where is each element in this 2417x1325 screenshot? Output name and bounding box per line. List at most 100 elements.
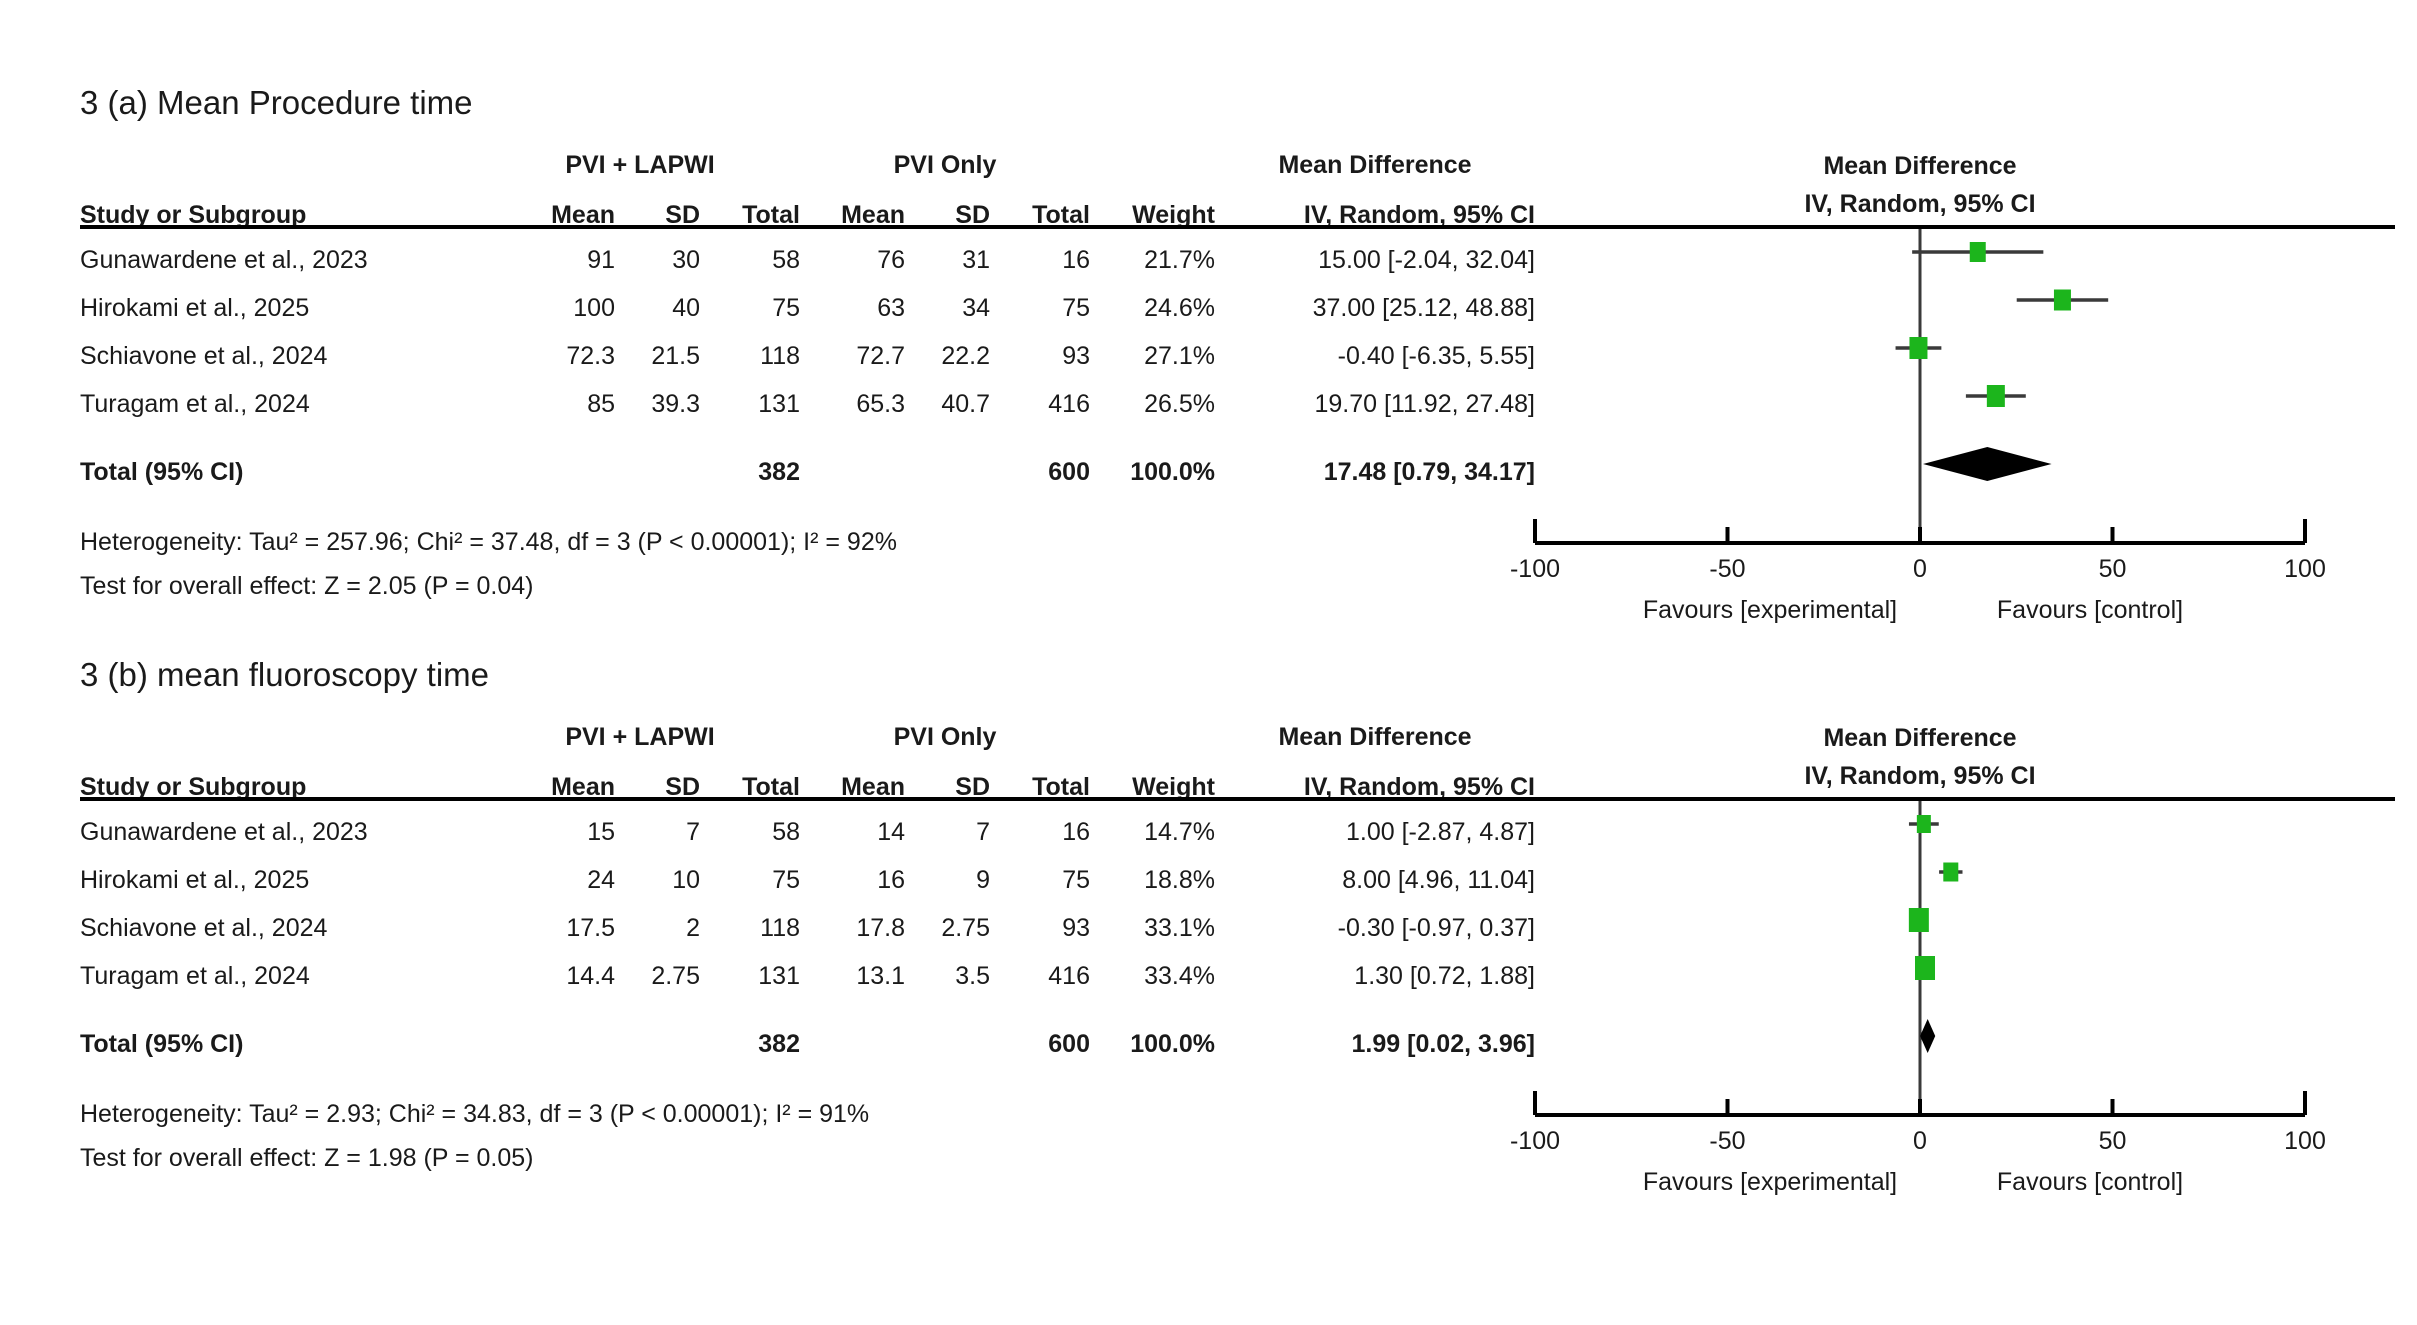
mean-c: 65.3	[856, 389, 905, 418]
spacer-cell	[80, 146, 480, 184]
col-weight: Weight	[1132, 201, 1215, 229]
tick-label: -100	[1510, 1127, 1560, 1155]
study-name: Gunawardene et al., 2023	[80, 817, 368, 846]
group-header-row: PVI + LAPWI PVI Only Mean Difference	[80, 146, 1535, 184]
col-total-e: Total	[742, 773, 800, 801]
col-sd-c: SD	[955, 201, 990, 229]
col-mean-e: Mean	[551, 773, 615, 801]
sd-c: 3.5	[955, 961, 990, 990]
col-sd-e: SD	[665, 773, 700, 801]
spacer-cell	[80, 718, 480, 756]
study-row: Schiavone et al., 2024 17.5 2 118 17.8 2…	[80, 904, 1535, 952]
col-total-c: Total	[1032, 773, 1090, 801]
mean-c: 17.8	[856, 913, 905, 942]
tick-label: 0	[1913, 555, 1927, 583]
effect-header: Mean Difference	[1278, 150, 1472, 179]
weight: 24.6%	[1144, 293, 1215, 322]
total-row: Total (95% CI) 382 600 100.0% 1.99 [0.02…	[80, 1022, 1535, 1066]
study-marker	[1909, 337, 1928, 359]
sd-c: 2.75	[941, 913, 990, 942]
total-c: 16	[1062, 817, 1090, 846]
study-name: Turagam et al., 2024	[80, 961, 310, 990]
favours-left-label: Favours [experimental]	[1643, 1168, 1897, 1196]
total-weight: 100.0%	[1130, 457, 1215, 486]
total-c: 416	[1048, 389, 1090, 418]
total-e: 131	[758, 389, 800, 418]
md-ci-text: 8.00 [4.96, 11.04]	[1342, 865, 1535, 894]
mean-c: 76	[877, 245, 905, 274]
spacer-cell	[1090, 718, 1215, 756]
group1-header: PVI + LAPWI	[565, 722, 715, 751]
md-ci-text: -0.30 [-0.97, 0.37]	[1337, 913, 1535, 942]
col-total-c: Total	[1032, 201, 1090, 229]
group-header-row: PVI + LAPWI PVI Only Mean Difference	[80, 718, 1535, 756]
group2-header: PVI Only	[893, 150, 997, 179]
study-name: Schiavone et al., 2024	[80, 341, 328, 370]
mean-e: 91	[587, 245, 615, 274]
study-name: Turagam et al., 2024	[80, 389, 310, 418]
plot-effect-subheader: IV, Random, 95% CI	[1804, 762, 2036, 790]
col-study: Study or Subgroup	[80, 773, 307, 801]
study-name: Hirokami et al., 2025	[80, 865, 310, 894]
spacer-row	[80, 428, 1535, 450]
total-e: 75	[772, 293, 800, 322]
overall-effect-text: Test for overall effect: Z = 2.05 (P = 0…	[80, 572, 534, 600]
mean-c: 63	[877, 293, 905, 322]
sd-e: 7	[686, 817, 700, 846]
total-e: 131	[758, 961, 800, 990]
mean-e: 85	[587, 389, 615, 418]
total-e: 58	[772, 817, 800, 846]
total-md-ci-text: 17.48 [0.79, 34.17]	[1323, 457, 1535, 486]
col-sd-c: SD	[955, 773, 990, 801]
weight: 18.8%	[1144, 865, 1215, 894]
mean-c: 14	[877, 817, 905, 846]
favours-right-label: Favours [control]	[1997, 1168, 2183, 1196]
total-e: 118	[760, 913, 800, 942]
mean-e: 24	[587, 865, 615, 894]
tick-label: 100	[2284, 1127, 2326, 1155]
group1-header: PVI + LAPWI	[565, 150, 715, 179]
study-marker	[1915, 956, 1936, 980]
col-sd-e: SD	[665, 201, 700, 229]
total-label: Total (95% CI)	[80, 457, 244, 486]
sd-c: 40.7	[941, 389, 990, 418]
pooled-diamond	[1920, 1019, 1936, 1053]
sd-e: 39.3	[651, 389, 700, 418]
panel-title: 3 (b) mean fluoroscopy time	[80, 656, 490, 693]
tick-label: 50	[2099, 1127, 2127, 1155]
tick-label: 50	[2099, 555, 2127, 583]
forest-table: PVI + LAPWI PVI Only Mean Difference Stu…	[80, 718, 1535, 1066]
study-name: Gunawardene et al., 2023	[80, 245, 368, 274]
total-weight: 100.0%	[1130, 1029, 1215, 1058]
favours-right-label: Favours [control]	[1997, 596, 2183, 624]
sd-c: 22.2	[941, 341, 990, 370]
md-ci-text: 15.00 [-2.04, 32.04]	[1318, 245, 1535, 274]
forest-table: PVI + LAPWI PVI Only Mean Difference Stu…	[80, 146, 1535, 494]
total-e: 382	[758, 1029, 800, 1058]
mean-e: 72.3	[566, 341, 615, 370]
total-c: 93	[1062, 341, 1090, 370]
sd-e: 40	[672, 293, 700, 322]
col-mean-c: Mean	[841, 201, 905, 229]
md-ci-text: 19.70 [11.92, 27.48]	[1314, 389, 1535, 418]
study-row: Turagam et al., 2024 85 39.3 131 65.3 40…	[80, 380, 1535, 428]
tick-label: 100	[2284, 555, 2326, 583]
col-total-e: Total	[742, 201, 800, 229]
spacer-cell	[1090, 146, 1215, 184]
forest-panel-fluoroscopy-time: 3 (b) mean fluoroscopy time Mean Differe…	[80, 656, 2417, 1252]
study-row: Gunawardene et al., 2023 15 7 58 14 7 16…	[80, 808, 1535, 856]
study-name: Hirokami et al., 2025	[80, 293, 310, 322]
col-mean-e: Mean	[551, 201, 615, 229]
favours-left-label: Favours [experimental]	[1643, 596, 1897, 624]
total-c: 75	[1062, 865, 1090, 894]
sd-e: 2.75	[651, 961, 700, 990]
sd-e: 10	[672, 865, 700, 894]
col-effect-ci: IV, Random, 95% CI	[1303, 773, 1535, 801]
study-marker	[1916, 815, 1931, 833]
spacer-row	[80, 1000, 1535, 1022]
panel-title: 3 (a) Mean Procedure time	[80, 84, 473, 121]
effect-header: Mean Difference	[1278, 722, 1472, 751]
col-mean-c: Mean	[841, 773, 905, 801]
mean-e: 17.5	[566, 913, 615, 942]
